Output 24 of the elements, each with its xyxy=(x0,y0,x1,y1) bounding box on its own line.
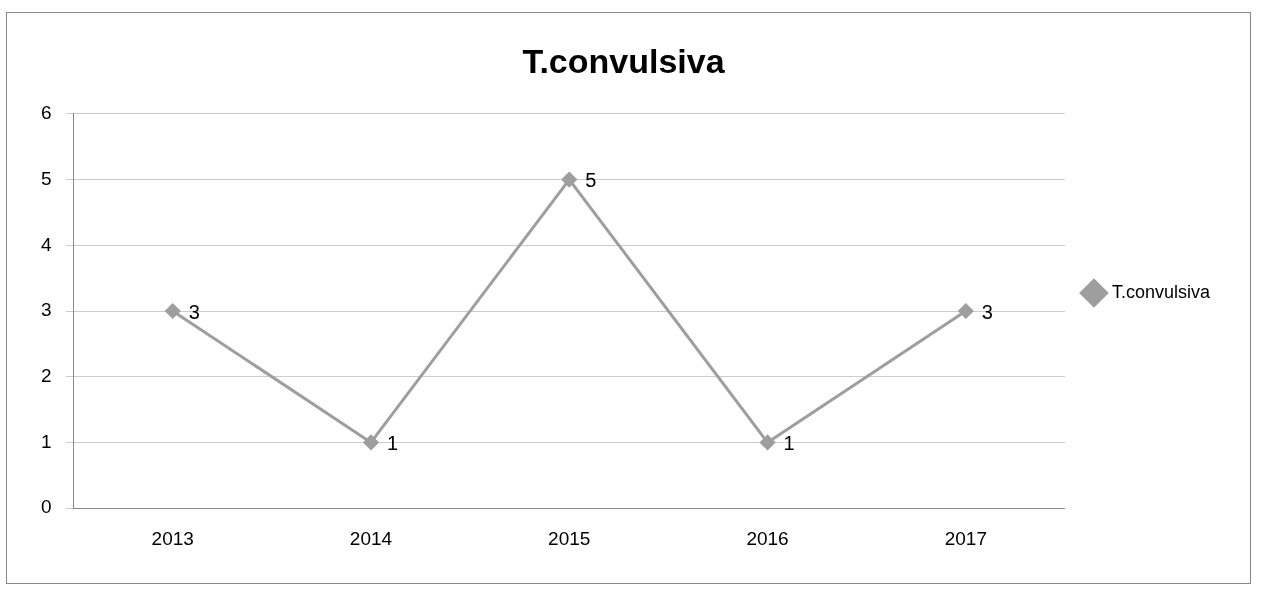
data-label: 1 xyxy=(386,431,399,454)
point xyxy=(760,434,776,450)
y-tick-label: 5 xyxy=(40,167,52,189)
x-tick-label: 2015 xyxy=(548,527,591,549)
y-tick-label: 2 xyxy=(40,364,52,386)
point xyxy=(165,303,181,319)
data-label: 3 xyxy=(188,300,200,323)
y-tick-label: 4 xyxy=(40,233,52,255)
x-tick-label: 2014 xyxy=(349,527,393,549)
x-tick-label: 2017 xyxy=(944,527,987,549)
x-tick-label: 2016 xyxy=(746,527,789,549)
y-tick-label: 1 xyxy=(40,430,52,452)
chart-title: T.convulsiva xyxy=(522,41,726,80)
y-tick-label: 0 xyxy=(40,496,52,518)
y-tick-label: 6 xyxy=(40,102,52,124)
legend-label: T.convulsiva xyxy=(1111,281,1211,302)
y-tick-label: 3 xyxy=(40,299,52,321)
point xyxy=(561,172,577,188)
point xyxy=(363,434,379,450)
data-label: 3 xyxy=(981,300,993,323)
x-tick-label: 2013 xyxy=(151,527,194,549)
point xyxy=(958,303,974,319)
data-label: 5 xyxy=(585,169,597,192)
data-label: 1 xyxy=(783,431,795,454)
